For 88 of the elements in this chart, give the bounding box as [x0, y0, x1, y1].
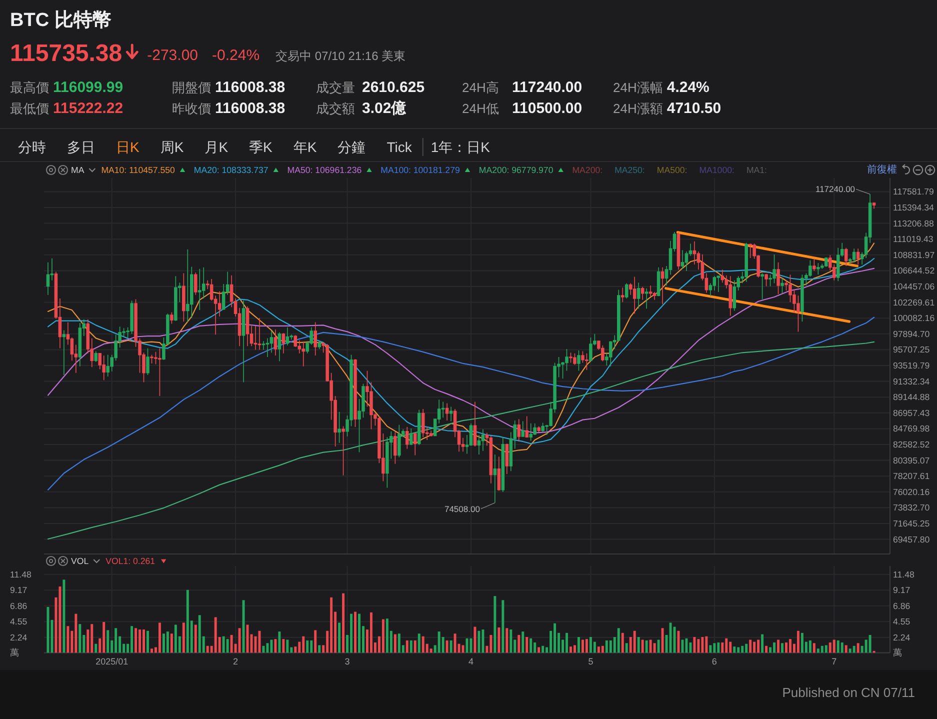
y-tick-label: 71645.25 — [893, 518, 930, 528]
y-tick-label: 86957.43 — [893, 408, 930, 418]
text: 24H漲額 — [613, 101, 663, 116]
y-tick-label: 82582.52 — [893, 439, 930, 450]
text: -0.24% — [212, 47, 260, 64]
text: Published on CN 07/11 — [782, 685, 915, 700]
y-tick-label: 97894.70 — [893, 328, 930, 339]
text: 分時 — [18, 139, 46, 155]
text: 周K — [160, 139, 184, 155]
text: MA200: 96779.970 — [478, 165, 554, 175]
x-tick-label: 5 — [588, 656, 594, 667]
y-tick-label: 萬 — [10, 648, 19, 658]
y-tick-label: 93519.79 — [893, 360, 930, 370]
y-tick-label: 4.55 — [10, 616, 28, 627]
text: MA10: 110457.550 — [101, 165, 175, 175]
text: 2610.625 — [362, 79, 425, 96]
text: MA200: — [572, 165, 603, 175]
x-tick-label: 6 — [712, 656, 717, 667]
text: 117240.00 — [512, 79, 582, 96]
y-tick-label: 104457.06 — [893, 282, 935, 292]
text: 3.02億 — [362, 100, 408, 117]
text: MA1: — [746, 165, 767, 175]
text: 年K — [293, 139, 318, 155]
y-tick-label: 111019.43 — [893, 234, 934, 244]
text: 月K — [204, 139, 229, 155]
y-tick-label: 76020.16 — [893, 486, 930, 497]
text: 昨收價 — [172, 101, 211, 116]
y-tick-label: 113206.88 — [893, 218, 934, 228]
x-tick-label: 2025/01 — [96, 656, 128, 667]
text: 116008.38 — [215, 100, 286, 117]
text: 4710.50 — [666, 100, 722, 117]
text: MA50: 106961.236 — [287, 165, 362, 175]
y-tick-label: 78207.61 — [893, 471, 930, 482]
text: 多日 — [67, 139, 95, 155]
y-tick-label: 95707.25 — [893, 344, 930, 355]
text: 4.24% — [666, 79, 710, 96]
text: 成交額 — [316, 101, 355, 116]
text: 最高價 — [10, 80, 49, 95]
x-tick-label: 3 — [344, 656, 350, 667]
chart-title: VOL — [71, 556, 89, 566]
legend-title: MA — [71, 165, 84, 175]
annotation: 117240.00 — [815, 184, 856, 194]
text: 24H高 — [462, 80, 499, 95]
text: MA20: 108333.737 — [194, 165, 268, 175]
text: BTC 比特幣 — [10, 9, 112, 31]
text: 成交量 — [316, 80, 355, 95]
y-tick-label: 6.86 — [10, 600, 28, 611]
y-tick-label: 115394.34 — [893, 202, 934, 213]
text: 1年：日K — [430, 139, 491, 155]
text: Tick — [386, 139, 413, 155]
text: 開盤價 — [172, 80, 211, 95]
y-tick-label: 108831.97 — [893, 250, 935, 260]
text: 115222.22 — [53, 100, 124, 117]
text: MA250: — [614, 165, 645, 175]
text: 116099.99 — [53, 79, 124, 96]
text: 24H低 — [462, 101, 499, 116]
text: MA500: — [656, 165, 688, 175]
y-tick-label: 117581.79 — [893, 186, 934, 197]
y-tick-label: 100082.16 — [893, 313, 935, 324]
y-tick-label: 11.48 — [10, 569, 32, 580]
y-tick-label: 9.17 — [10, 585, 28, 596]
x-tick-label: 4 — [468, 656, 474, 667]
text: 116008.38 — [215, 79, 286, 96]
y-tick-label: 106644.52 — [893, 266, 935, 276]
text: 115735.38 — [10, 40, 122, 67]
y-tick-label: 84769.98 — [893, 424, 930, 434]
text: 交易中 07/10 21:16 美東 — [276, 49, 406, 63]
y-tick-label: 73832.70 — [893, 502, 930, 513]
text: 分鐘 — [338, 139, 366, 155]
text: 最低價 — [10, 101, 49, 116]
y-tick-label: 89144.88 — [893, 392, 930, 402]
text: 110500.00 — [512, 100, 582, 117]
text: MA100: 100181.279 — [380, 165, 460, 175]
x-tick-label: 7 — [832, 656, 837, 667]
x-tick-label: 2 — [233, 656, 238, 667]
text: 24H漲幅 — [613, 80, 663, 95]
y-tick-label: 91332.34 — [893, 376, 930, 386]
y-tick-label: 2.24 — [10, 632, 28, 642]
text: 前復權 — [867, 164, 897, 176]
text: 季K — [249, 139, 274, 155]
text: VOL1: 0.261 — [106, 556, 156, 566]
y-tick-label: 102269.61 — [893, 297, 935, 308]
text: -273.00 — [147, 47, 198, 64]
text: 日K — [116, 139, 140, 155]
text: MA1000: — [699, 165, 734, 175]
annotation: 74508.00 — [444, 504, 480, 514]
y-tick-label: 69457.80 — [893, 534, 930, 544]
y-tick-label: 80395.07 — [893, 455, 930, 466]
